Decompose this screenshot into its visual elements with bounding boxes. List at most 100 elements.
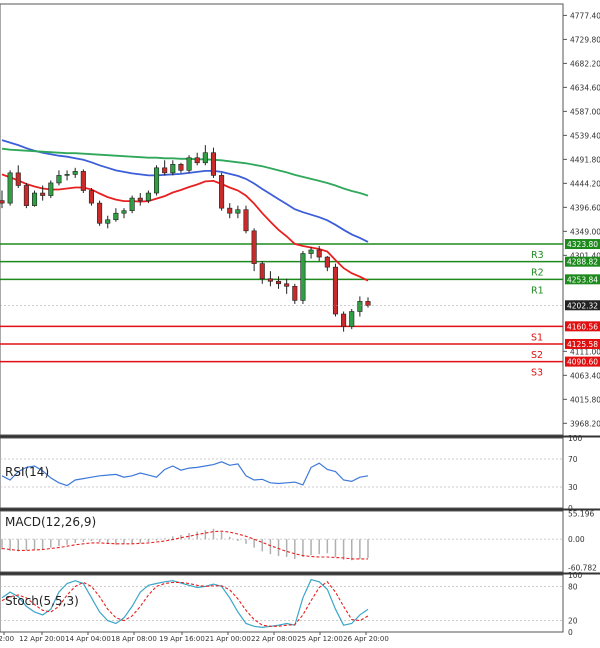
level-price-label: 4090.60 [567, 358, 598, 367]
rsi-label: RSI(14) [5, 465, 49, 479]
rsi-axis-tick-label: 0 [568, 504, 573, 513]
level-price-label: 4253.84 [567, 275, 598, 284]
candle-body [178, 164, 184, 171]
candle-body [113, 212, 119, 221]
candle-body [365, 301, 371, 306]
level-price-tag [565, 239, 600, 250]
level-price-tag [565, 274, 600, 285]
rsi-panel-frame [0, 437, 564, 509]
moving-average-line-1 [1, 173, 369, 282]
candle-body [72, 171, 78, 175]
time-axis-tick-label: 12 Apr 20:00 [19, 635, 65, 643]
stoch-d-line [1, 581, 369, 627]
candle-body [121, 210, 127, 214]
level-name-s1: S1 [531, 332, 543, 343]
candle-body [129, 197, 135, 211]
rsi-axis-tick-label: 100 [568, 434, 583, 443]
macd-signal-line [1, 530, 368, 560]
candle-body [48, 182, 54, 196]
candle-body [31, 192, 38, 206]
level-name-r3: R3 [531, 250, 544, 261]
candle-body [243, 209, 249, 232]
macd-axis-tick-label: 55.196 [568, 509, 594, 518]
stoch-axis-tick-label: 100 [568, 571, 583, 580]
price-axis-tick-label: 4349.00 [570, 227, 600, 236]
candle-body [40, 192, 46, 196]
candle-body [80, 171, 86, 191]
candle-body [56, 175, 62, 184]
level-price-tag [565, 338, 600, 349]
level-name-r1: R1 [531, 285, 544, 296]
price-axis-tick-label: 4729.80 [570, 35, 600, 44]
current-price-label: 4202.32 [567, 301, 598, 310]
candle-body [267, 278, 273, 282]
time-axis-tick-label: 26 Apr 20:00 [343, 635, 389, 643]
candle-body [137, 197, 143, 201]
moving-average-line-2 [1, 139, 369, 243]
price-axis-tick-label: 4063.40 [570, 371, 600, 380]
rsi-axis-tick-label: 70 [568, 455, 578, 464]
candle-body [162, 167, 168, 174]
level-name-s2: S2 [531, 350, 543, 361]
candle-body [15, 172, 21, 186]
stoch-axis-tick-label: 20 [568, 617, 578, 626]
candle-body [349, 311, 355, 327]
candle-body [153, 167, 160, 194]
candle-body [324, 256, 330, 268]
price-axis-tick-label: 4587.00 [570, 107, 600, 116]
candle-body [227, 207, 233, 214]
current-price-tag [565, 300, 600, 311]
macd-panel-frame [0, 510, 564, 573]
candle-body [170, 164, 176, 174]
candle-body [357, 301, 363, 312]
macd-axis-tick-label: 0.00 [568, 535, 585, 544]
candle-body [251, 230, 257, 264]
candle-body [202, 152, 208, 164]
candle-body [219, 175, 225, 209]
candle-body [300, 253, 306, 301]
candle-body [97, 202, 103, 224]
candle-body [23, 185, 29, 206]
level-price-tag [565, 356, 600, 367]
level-price-label: 4323.80 [567, 240, 598, 249]
stoch-k-line [1, 578, 369, 629]
candle-body [194, 157, 200, 164]
price-axis-tick-label: 3968.20 [570, 419, 600, 428]
candle-body [284, 283, 290, 287]
candle-body [235, 209, 241, 214]
stoch-axis-tick-label: 0 [568, 628, 573, 637]
price-panel-frame [0, 3, 564, 436]
rsi-axis-tick-label: 30 [568, 483, 578, 492]
level-price-label: 4160.56 [567, 322, 598, 331]
stoch-axis-tick-label: 80 [568, 582, 578, 591]
time-axis-tick-label: 21 Apr 00:00 [205, 635, 251, 643]
level-price-label: 4125.58 [567, 340, 598, 349]
level-price-tag [565, 256, 600, 267]
candle-body [186, 157, 192, 171]
rsi-line [1, 461, 369, 487]
price-axis-tick-label: 4491.80 [570, 155, 600, 164]
level-name-s3: S3 [531, 368, 543, 379]
time-axis-tick-label: 18 Apr 08:00 [111, 635, 157, 643]
stoch-panel-frame [0, 574, 564, 633]
time-axis-tick-label: 12:00 [0, 635, 14, 643]
candle-body [0, 200, 5, 204]
candle-body [316, 249, 322, 258]
price-axis-tick-label: 4396.60 [570, 203, 600, 212]
candle-body [332, 266, 339, 315]
price-axis-tick-label: 4015.80 [570, 395, 600, 404]
price-axis-tick-label: 4111.00 [570, 347, 600, 356]
time-axis-tick-label: 19 Apr 16:00 [159, 635, 205, 643]
level-price-tag [565, 321, 600, 332]
time-axis-tick-label: 14 Apr 04:00 [65, 635, 111, 643]
candle-body [341, 313, 347, 327]
macd-label: MACD(12,26,9) [5, 515, 96, 529]
price-axis-tick-label: 4682.20 [570, 59, 600, 68]
candle-body [145, 192, 151, 201]
level-name-r2: R2 [531, 268, 544, 279]
candle-body [275, 280, 282, 285]
candle-body [105, 219, 111, 224]
candle-body [7, 172, 13, 204]
price-axis-tick-label: 4301.40 [570, 251, 600, 260]
